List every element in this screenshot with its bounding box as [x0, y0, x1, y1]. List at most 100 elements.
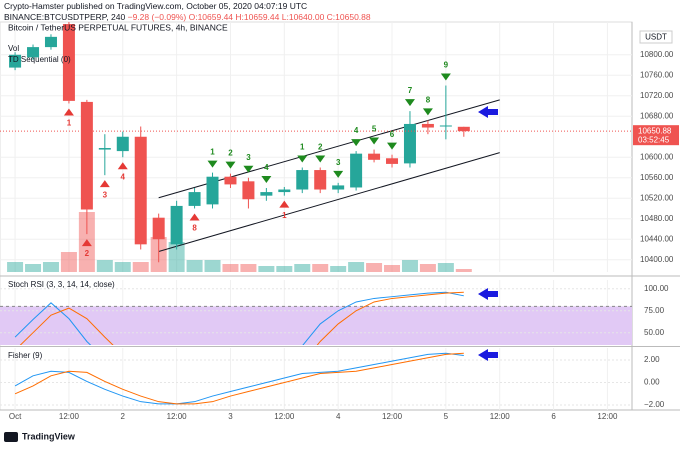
td-arrow	[440, 73, 451, 81]
volume-bar	[437, 263, 454, 272]
volume-bar	[114, 262, 131, 272]
y-tick-label: 2.00	[644, 355, 660, 364]
symbol: BINANCE:BTCUSDTPERP, 240	[4, 12, 126, 22]
candle-body	[278, 189, 291, 193]
candle-body	[314, 170, 327, 190]
x-tick-label: 12:00	[382, 412, 403, 421]
ohlc-high: H:10659.44	[235, 12, 280, 22]
volume-bar	[348, 262, 365, 272]
legend-td: TD Sequential (0)	[8, 55, 71, 64]
symbol-line: BINANCE:BTCUSDTPERP, 240 −9.28 (−0.09%) …	[4, 12, 371, 22]
td-count: 3	[336, 158, 341, 167]
y-tick-label: 0.00	[644, 378, 660, 387]
indicator-line	[14, 352, 464, 405]
candle-body	[260, 192, 273, 196]
td-arrow	[207, 160, 218, 168]
volume-bar	[96, 260, 113, 272]
td-count: 1	[67, 119, 72, 128]
volume-bar	[132, 262, 149, 272]
td-arrow	[225, 161, 236, 169]
candle-body	[170, 205, 183, 245]
volume-bar	[204, 260, 221, 272]
candle-body	[368, 153, 381, 160]
y-tick-label: 75.00	[644, 306, 665, 315]
channel-line	[158, 152, 500, 252]
candle-body	[296, 170, 309, 190]
candle-body	[27, 47, 40, 58]
arrow	[478, 288, 498, 300]
candle-body	[9, 54, 22, 68]
currency[interactable]: USDT	[645, 33, 667, 42]
y-tick-label: 10480.00	[640, 214, 674, 223]
volume-bar	[222, 264, 239, 272]
volume-bar	[168, 242, 185, 272]
candle-body	[62, 24, 75, 101]
y-tick-label: 10800.00	[640, 50, 674, 59]
candle-body	[152, 217, 165, 240]
td-count: 3	[103, 190, 108, 199]
fisher-title: Fisher (9)	[8, 351, 43, 360]
candle-body	[350, 153, 363, 188]
td-arrow	[243, 165, 254, 173]
volume-bar	[240, 264, 257, 272]
legend-vol: Vol	[8, 44, 19, 53]
volume-bar	[60, 252, 77, 272]
td-count: 8	[192, 224, 197, 233]
td-count: 2	[228, 149, 233, 158]
td-arrow	[261, 175, 272, 183]
candle-body	[80, 101, 93, 210]
y-tick-label: 50.00	[644, 328, 665, 337]
td-count: 8	[426, 95, 431, 104]
volume-bar	[276, 266, 293, 272]
td-arrow	[422, 108, 433, 116]
y-tick-label: 10680.00	[640, 111, 674, 120]
indicator-line	[19, 291, 464, 345]
td-arrow	[63, 108, 74, 116]
x-tick-label: 12:00	[167, 412, 188, 421]
footer: TradingView	[22, 431, 76, 441]
ohlc-open: O:10659.44	[188, 12, 234, 22]
td-count: 4	[264, 163, 269, 172]
currency-box[interactable]	[639, 30, 673, 44]
ohlc-close: C:10650.88	[326, 12, 371, 22]
x-tick-label: 4	[336, 412, 341, 421]
td-arrow	[189, 213, 200, 221]
publisher: Crypto-Hamster published on TradingView.…	[4, 1, 308, 11]
countdown: 03:52:45	[638, 135, 670, 144]
y-tick-label: 10600.00	[640, 152, 674, 161]
candle-body	[439, 125, 452, 127]
td-arrow	[279, 200, 290, 208]
candle-body	[116, 136, 129, 152]
last-price-box	[633, 125, 679, 146]
volume-bar	[294, 264, 311, 272]
x-tick-label: 12:00	[274, 412, 295, 421]
volume-bar	[42, 262, 59, 272]
td-count: 2	[85, 249, 90, 258]
x-tick-label: 12:00	[59, 412, 80, 421]
change: −9.28 (−0.09%)	[127, 12, 187, 22]
candle-body	[403, 123, 416, 164]
td-count: 6	[390, 130, 395, 139]
td-arrow	[387, 142, 398, 150]
td-count: 1	[282, 211, 287, 220]
y-tick-label: 10720.00	[640, 91, 674, 100]
candle-body	[134, 136, 147, 245]
candle-body	[98, 148, 111, 150]
y-tick-label: −2.00	[644, 400, 665, 409]
candle-body	[457, 126, 470, 132]
ohlc-low: L:10640.00	[281, 12, 325, 22]
x-tick-label: 5	[444, 412, 449, 421]
x-tick-label: Oct	[9, 412, 22, 421]
volume-bar	[455, 269, 472, 272]
volume-bar	[366, 263, 383, 272]
td-arrow	[315, 155, 326, 163]
candle-body	[188, 192, 201, 206]
td-count: 7	[408, 86, 413, 95]
stoch-title: Stoch RSI (3, 3, 14, 14, close)	[8, 280, 115, 289]
band	[0, 306, 632, 345]
td-count: 1	[300, 143, 305, 152]
volume-bar	[186, 260, 203, 272]
candle-body	[224, 176, 237, 185]
arrow	[478, 106, 498, 118]
